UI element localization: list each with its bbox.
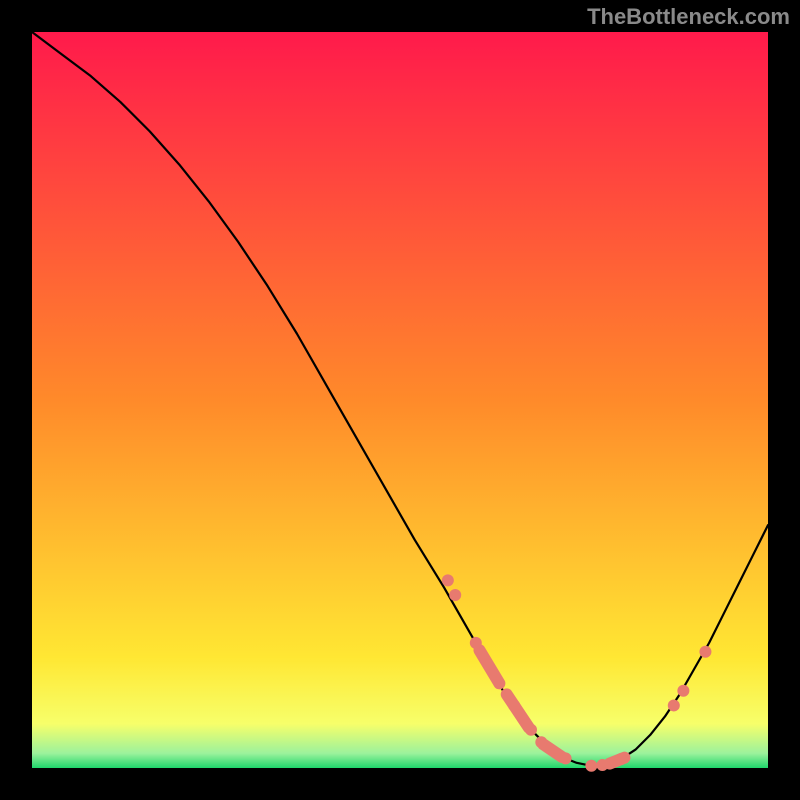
- data-pill: [479, 650, 499, 683]
- data-dot: [615, 753, 627, 765]
- data-dot: [560, 752, 572, 764]
- data-markers: [442, 574, 712, 771]
- data-pill: [544, 744, 562, 757]
- data-dot: [535, 736, 547, 748]
- data-dot: [449, 589, 461, 601]
- data-dot: [442, 574, 454, 586]
- bottleneck-curve: [32, 32, 768, 766]
- watermark-text: TheBottleneck.com: [587, 4, 790, 30]
- data-dot: [585, 760, 597, 772]
- data-dot: [525, 724, 537, 736]
- data-pill: [507, 694, 529, 727]
- data-dot: [596, 759, 608, 771]
- curve-svg: [32, 32, 768, 768]
- data-dot: [699, 646, 711, 658]
- data-dot: [668, 699, 680, 711]
- chart-frame: TheBottleneck.com: [0, 0, 800, 800]
- data-dot: [677, 685, 689, 697]
- plot-area: [32, 32, 768, 768]
- data-dot: [508, 699, 520, 711]
- data-dot: [470, 637, 482, 649]
